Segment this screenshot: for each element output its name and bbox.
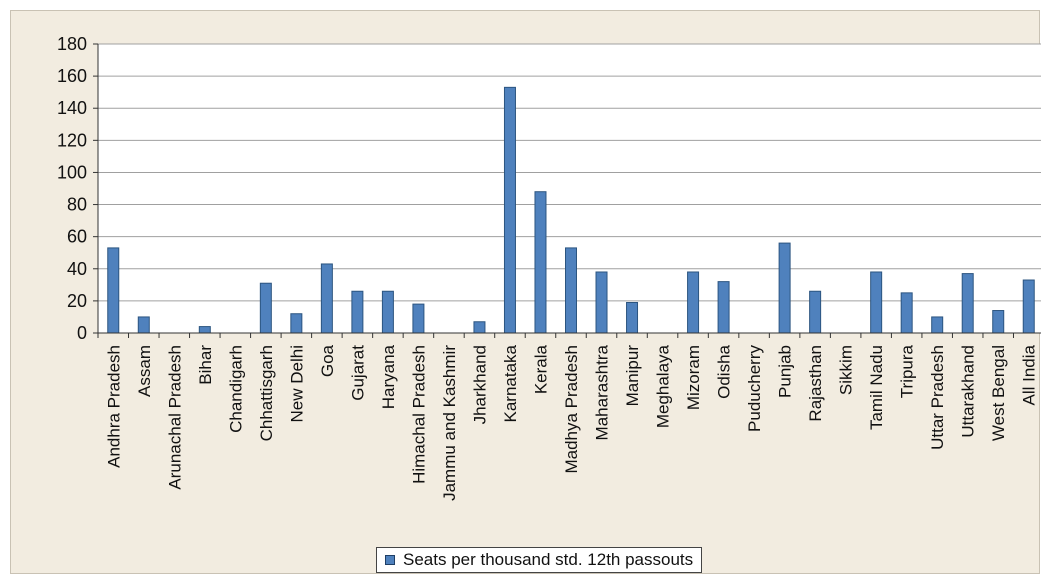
bar-28	[961, 273, 974, 334]
bar-12	[473, 321, 486, 334]
bar-1	[137, 316, 150, 334]
x-tick-label: Punjab	[776, 345, 795, 398]
bar-26	[900, 292, 913, 334]
y-tick-label: 20	[67, 291, 87, 311]
x-tick-label: Odisha	[715, 344, 734, 398]
y-tick-label: 60	[67, 227, 87, 247]
x-tick-label: Maharashtra	[593, 344, 612, 440]
x-tick-label: Meghalaya	[654, 344, 673, 428]
x-tick-label: Uttarakhand	[959, 345, 978, 438]
x-tick-labels: Andhra Pradesh Assam Arunachal Pradesh Biha…	[104, 344, 1038, 500]
bar-19	[687, 271, 700, 334]
x-tick-label: Andhra Pradesh	[104, 345, 123, 468]
bar-20	[717, 281, 730, 334]
x-tick-label: Gujarat	[348, 345, 367, 401]
bar-30	[1022, 279, 1035, 334]
x-tick-label: Himachal Pradesh	[409, 345, 428, 484]
x-tick-label: Tripura	[898, 344, 917, 398]
x-tick-label: Rajasthan	[806, 345, 825, 422]
bar-29	[992, 310, 1005, 334]
x-tick-label: Jammu and Kashmir	[440, 345, 459, 501]
y-tick-label: 40	[67, 259, 87, 279]
bar-0	[107, 247, 120, 334]
bar-3	[198, 326, 211, 334]
y-tick-label: 80	[67, 195, 87, 215]
x-tick-label: Kerala	[531, 344, 550, 394]
y-tick-label: 100	[57, 162, 87, 182]
bars	[107, 86, 1035, 334]
x-tick-label: Jharkhand	[470, 345, 489, 424]
x-tick-label: Tamil Nadu	[867, 345, 886, 430]
x-tick-label: West Bengal	[989, 345, 1008, 441]
bar-23	[809, 290, 822, 334]
x-tick-label: Puducherry	[745, 345, 764, 432]
y-tick-label: 0	[77, 323, 87, 343]
bar-9	[381, 290, 394, 334]
x-tick-label: Mizoram	[684, 345, 703, 410]
bar-8	[351, 290, 364, 334]
y-tick-label: 120	[57, 130, 87, 150]
axes	[93, 43, 1041, 338]
bar-10	[412, 303, 425, 334]
x-tick-label: Karnataka	[501, 344, 520, 422]
x-tick-label: Chhattisgarh	[257, 345, 276, 441]
x-tick-label: Chandigarh	[226, 345, 245, 433]
x-tick-label: Goa	[318, 344, 337, 377]
x-tick-label: New Delhi	[287, 345, 306, 422]
legend-swatch	[385, 555, 395, 565]
y-tick-labels: 0 20 40 60 80 100 120 140 160 180	[57, 34, 87, 343]
chart-frame: 0 20 40 60 80 100 120 140 160 180 Andhra Pradesh A…	[10, 10, 1041, 574]
bar-16	[595, 271, 608, 334]
bar-17	[626, 301, 639, 334]
bar-27	[931, 316, 944, 334]
bar-14	[534, 191, 547, 334]
y-tick-label: 180	[57, 34, 87, 54]
x-tick-label: Bihar	[196, 345, 215, 385]
x-tick-label: Assam	[135, 345, 154, 397]
x-tick-label: All India	[1020, 344, 1039, 405]
legend: Seats per thousand std. 12th passouts	[376, 547, 703, 573]
legend-label: Seats per thousand std. 12th passouts	[403, 550, 694, 569]
x-tick-label: Uttar Pradesh	[928, 345, 947, 450]
x-tick-label: Sikkim	[837, 345, 856, 395]
bar-7	[320, 263, 333, 334]
bar-15	[565, 247, 577, 334]
y-tick-label: 160	[57, 66, 87, 86]
y-tick-label: 140	[57, 98, 87, 118]
x-tick-label: Arunachal Pradesh	[165, 345, 184, 490]
x-tick-label: Haryana	[379, 344, 398, 409]
bar-22	[778, 242, 791, 334]
x-tick-label: Madhya Pradesh	[562, 345, 581, 474]
bar-5	[259, 282, 272, 334]
bar-25	[870, 271, 883, 334]
bar-13	[503, 86, 516, 334]
x-tick-label: Manipur	[623, 345, 642, 407]
bar-6	[290, 313, 303, 334]
